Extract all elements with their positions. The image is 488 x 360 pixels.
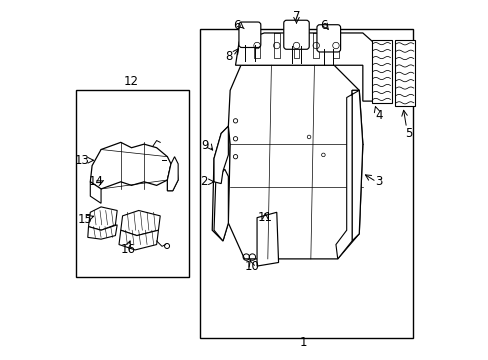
FancyBboxPatch shape bbox=[239, 22, 260, 48]
Text: 10: 10 bbox=[244, 260, 259, 273]
Polygon shape bbox=[257, 212, 278, 266]
Text: 1: 1 bbox=[299, 336, 307, 349]
Polygon shape bbox=[88, 207, 117, 230]
Text: 5: 5 bbox=[404, 127, 411, 140]
Text: 9: 9 bbox=[201, 139, 208, 152]
Bar bbox=[394, 40, 414, 107]
Polygon shape bbox=[212, 126, 230, 241]
Text: 11: 11 bbox=[257, 211, 272, 224]
Text: 2: 2 bbox=[200, 175, 208, 188]
Text: 13: 13 bbox=[75, 154, 90, 167]
Text: 14: 14 bbox=[88, 175, 103, 188]
Text: 6: 6 bbox=[319, 19, 326, 32]
Bar bbox=[199, 30, 412, 338]
Polygon shape bbox=[121, 211, 160, 235]
Polygon shape bbox=[214, 126, 228, 184]
Text: 4: 4 bbox=[374, 109, 382, 122]
Bar bbox=[76, 90, 188, 277]
Polygon shape bbox=[167, 164, 178, 191]
Polygon shape bbox=[228, 65, 362, 259]
Bar bbox=[371, 40, 391, 103]
Polygon shape bbox=[235, 33, 378, 101]
Polygon shape bbox=[335, 90, 359, 259]
Text: 8: 8 bbox=[225, 50, 232, 63]
Text: 3: 3 bbox=[374, 175, 382, 188]
Polygon shape bbox=[119, 230, 158, 250]
Text: 7: 7 bbox=[292, 10, 300, 23]
Polygon shape bbox=[88, 225, 117, 239]
FancyBboxPatch shape bbox=[283, 20, 308, 49]
Text: 12: 12 bbox=[124, 75, 139, 88]
Polygon shape bbox=[90, 182, 101, 203]
FancyBboxPatch shape bbox=[316, 25, 340, 52]
Polygon shape bbox=[90, 142, 171, 189]
Text: 15: 15 bbox=[77, 213, 92, 226]
Polygon shape bbox=[214, 169, 228, 241]
Polygon shape bbox=[351, 90, 362, 241]
Text: 16: 16 bbox=[120, 243, 135, 256]
Text: 6: 6 bbox=[232, 19, 240, 32]
Polygon shape bbox=[167, 157, 178, 191]
